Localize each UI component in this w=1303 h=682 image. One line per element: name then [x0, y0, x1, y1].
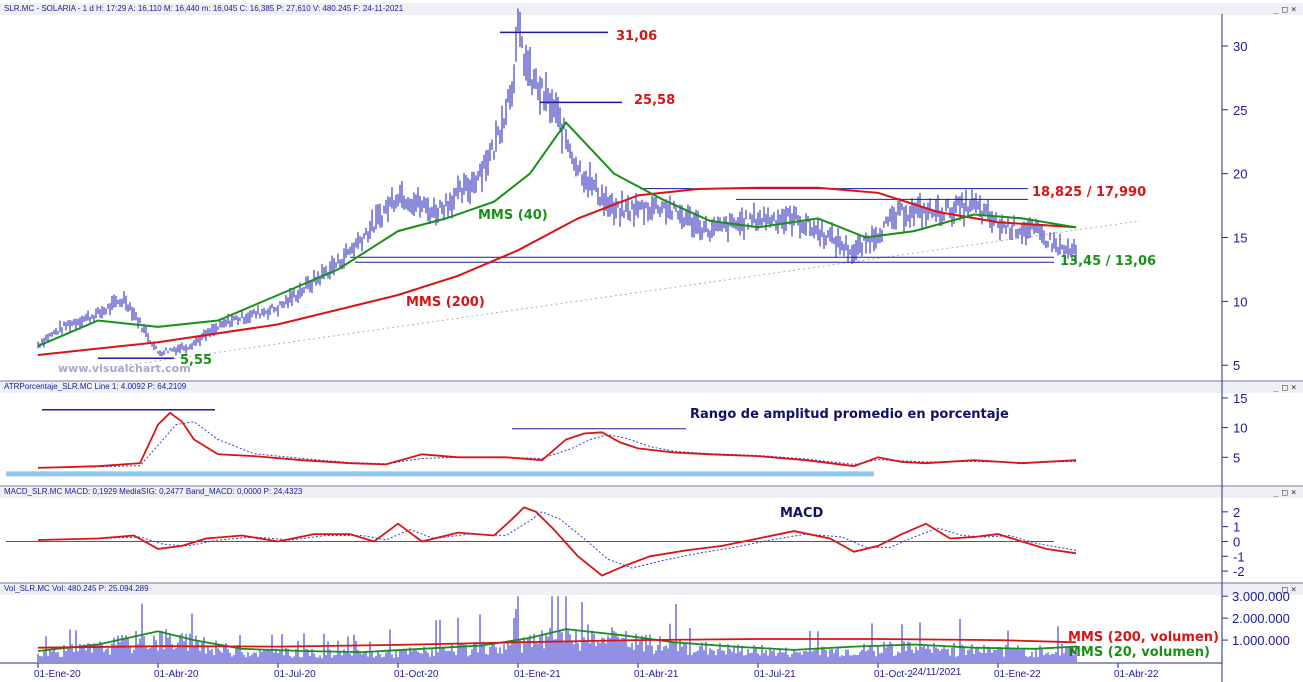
- y-tick-label: 30: [1233, 39, 1247, 54]
- price-panel-header: SLR.MC - SOLARIA - 1 d H: 17:29 A: 16,11…: [4, 4, 404, 13]
- window-button-2[interactable]: ×: [1291, 5, 1296, 15]
- annotation-support: 13,45 / 13,06: [1060, 254, 1156, 269]
- mms200-line: [37, 186, 1077, 356]
- y-tick-label: 10: [1233, 421, 1247, 436]
- label-mms40: MMS (40): [478, 208, 548, 223]
- annotation-low: 5,55: [180, 353, 212, 368]
- x-tick-label: 01-Oct-2: [874, 669, 913, 680]
- y-tick-label: 15: [1233, 231, 1247, 246]
- window-button-0[interactable]: _: [1273, 488, 1279, 498]
- window-button-0[interactable]: _: [1273, 585, 1279, 595]
- annotation-resistance: 18,825 / 17,990: [1032, 185, 1146, 200]
- atr-line: [37, 411, 1077, 469]
- label-vol-mms20: MMS (20, volumen): [1068, 645, 1210, 660]
- label-mms200: MMS (200): [406, 295, 485, 310]
- atr-signal-line: [37, 421, 1077, 468]
- vol-mms200-line: [37, 638, 1077, 649]
- x-tick-label: 01-Abr-21: [634, 669, 679, 680]
- y-tick-label: 3.000.000: [1232, 589, 1290, 604]
- mms40-line: [37, 121, 1077, 348]
- window-button-0[interactable]: _: [1273, 383, 1279, 393]
- y-tick-label: 15: [1233, 391, 1247, 406]
- y-tick-label: 5: [1233, 450, 1240, 465]
- macd-panel-header: MACD_SLR.MC MACD: 0,1929 MediaSIG: 0,247…: [4, 487, 303, 496]
- x-tick-label: 01-Abr-22: [1114, 669, 1159, 680]
- label-vol-mms200: MMS (200, volumen): [1068, 630, 1219, 645]
- date-x-axis: 01-Ene-20 01-Abr-20 01-Jul-20 01-Oct-20 01-E…: [34, 663, 1159, 680]
- window-button-2[interactable]: ×: [1291, 585, 1296, 595]
- window-button-0[interactable]: _: [1273, 5, 1279, 15]
- atr-title: Rango de amplitud promedio en porcentaje: [690, 407, 1009, 422]
- x-tick-label: 01-Ene-21: [514, 669, 561, 680]
- y-tick-label: 2.000.000: [1232, 611, 1290, 626]
- annotation-high-2: 25,58: [634, 93, 675, 108]
- atr-y-axis: 5 10 15: [1222, 391, 1247, 465]
- cursor-date: 24/11/2021: [912, 667, 962, 678]
- volume-plot: [37, 596, 1077, 662]
- y-tick-label: 2: [1233, 505, 1240, 520]
- x-tick-label: 01-Oct-20: [394, 669, 439, 680]
- panel-header-bar: [0, 583, 1303, 595]
- annotation-high-1: 31,06: [616, 29, 657, 44]
- macd-signal-line: [37, 511, 1077, 569]
- x-tick-label: 01-Jul-21: [754, 669, 796, 680]
- y-tick-label: 25: [1233, 103, 1247, 118]
- y-tick-label: 0: [1233, 534, 1240, 549]
- y-tick-label: 1.000.000: [1232, 633, 1290, 648]
- x-tick-label: 01-Ene-22: [994, 669, 1041, 680]
- y-tick-label: 5: [1233, 358, 1240, 373]
- price-y-axis: 5 10 15 20 25 30: [1222, 39, 1247, 373]
- trend-line: [109, 220, 1141, 369]
- atr-plot: [6, 409, 1077, 477]
- window-button-2[interactable]: ×: [1291, 488, 1296, 498]
- price-bars: [37, 8, 1077, 357]
- vol-mms20-line: [37, 628, 1077, 654]
- price-header-bar: [0, 3, 1303, 15]
- y-tick-label: -2: [1233, 564, 1245, 579]
- vol-panel-header: Vol_SLR.MC Vol: 480.245 P: 25.094.289: [4, 584, 149, 593]
- window-button-1[interactable]: □: [1282, 383, 1288, 393]
- x-tick-label: 01-Abr-20: [154, 669, 199, 680]
- y-tick-label: 10: [1233, 294, 1247, 309]
- watermark: www.visualchart.com: [58, 362, 191, 375]
- macd-y-axis: 210-1-2: [1222, 505, 1245, 579]
- macd-title: MACD: [780, 506, 824, 521]
- window-button-1[interactable]: □: [1282, 488, 1288, 498]
- panel-header-bar: [0, 381, 1303, 393]
- panel-header-bar: [0, 486, 1303, 498]
- x-tick-label: 01-Jul-20: [274, 669, 316, 680]
- y-tick-label: 20: [1233, 167, 1247, 182]
- macd-line: [37, 506, 1077, 577]
- volume-y-axis: 1.000.000 2.000.000 3.000.000: [1222, 589, 1290, 648]
- window-button-1[interactable]: □: [1282, 5, 1288, 15]
- window-button-2[interactable]: ×: [1291, 383, 1296, 393]
- x-tick-label: 01-Ene-20: [34, 669, 81, 680]
- y-tick-label: -1: [1233, 549, 1245, 564]
- atr-panel-header: ATRPorcentaje_SLR.MC Line 1: 4.0092 P: 6…: [4, 382, 187, 391]
- y-tick-label: 1: [1233, 520, 1240, 535]
- window-buttons[interactable]: _ □ ×_ □ ×_ □ ×_ □ ×: [1273, 5, 1296, 595]
- price-moving-averages: [37, 121, 1077, 356]
- macd-plot: [6, 506, 1077, 577]
- window-button-1[interactable]: □: [1282, 585, 1288, 595]
